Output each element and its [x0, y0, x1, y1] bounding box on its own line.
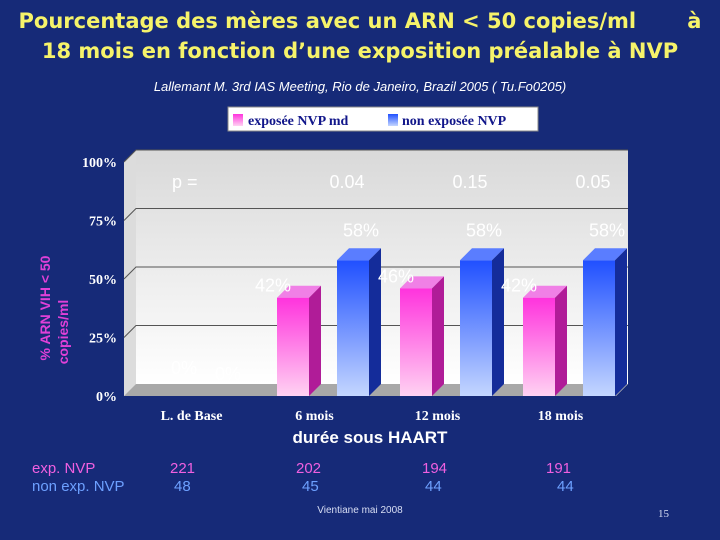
bar-side	[432, 276, 444, 396]
bar	[460, 248, 504, 396]
x-tick-label: 12 mois	[415, 409, 461, 424]
bar-front	[277, 297, 309, 396]
bar-top	[337, 248, 381, 261]
nonexp-nvp-label: non exp. NVP	[32, 478, 125, 495]
p-label: p =	[172, 172, 198, 192]
bar-front	[400, 288, 432, 396]
x-tick-label: 6 mois	[295, 409, 334, 424]
y-tick-label: 0%	[96, 390, 117, 405]
bar-front	[583, 260, 615, 396]
plot-area	[123, 149, 628, 396]
y-axis-ticks: 0% 25% 50% 75% 100%	[82, 156, 117, 405]
y-tick-label: 50%	[89, 273, 117, 288]
legend-swatch-exposed	[233, 114, 243, 126]
slide-title: Pourcentage des mères avec un ARN < 50 c…	[10, 6, 710, 66]
bar-value-label: 58%	[343, 220, 379, 240]
bar-side	[492, 248, 504, 396]
gridline	[123, 208, 628, 221]
bar-side	[615, 248, 627, 396]
bar-top	[400, 276, 444, 289]
count-exp-12m: 194	[422, 460, 448, 477]
legend: exposée NVP md non exposée NVP	[227, 106, 539, 132]
gridline	[123, 149, 628, 163]
x-axis-label: durée sous HAART	[293, 428, 449, 447]
bar-value-label: 58%	[589, 220, 625, 240]
bar-top	[460, 248, 504, 261]
count-nonexp-base: 48	[174, 478, 191, 495]
p-values: p = 0.04 0.15 0.05	[172, 172, 611, 192]
bars	[277, 248, 627, 396]
footer-text: Vientiane mai 2008	[317, 505, 403, 516]
legend-swatch-nonexposed	[388, 114, 398, 126]
bar-front	[460, 260, 492, 396]
bar-front	[523, 297, 555, 396]
bar-side	[555, 285, 567, 396]
bar-top	[583, 248, 627, 261]
bar	[337, 248, 381, 396]
title-line-1: Pourcentage des mères avec un ARN < 50 c…	[18, 9, 702, 33]
exp-nvp-label: exp. NVP	[32, 460, 96, 477]
bar-value-label: 58%	[466, 220, 502, 240]
page-number: 15	[658, 508, 669, 520]
plot-floor	[124, 384, 628, 396]
bar-value-label: 0%	[215, 364, 241, 384]
y-tick-label: 75%	[89, 215, 117, 230]
p-value: 0.05	[575, 172, 610, 192]
y-tick-label: 100%	[82, 156, 117, 171]
bar	[583, 248, 627, 396]
bar-top	[523, 285, 567, 298]
x-tick-label: L. de Base	[161, 409, 223, 424]
count-nonexp-12m: 44	[425, 478, 442, 495]
bar-value-label: 42%	[501, 276, 537, 296]
legend-box	[227, 106, 539, 132]
legend-label-nonexposed: non exposée NVP	[402, 114, 507, 129]
bar-labels: 0% 42% 46% 42% 0% 58% 58% 58%	[171, 220, 625, 384]
citation: Lallemant M. 3rd IAS Meeting, Rio de Jan…	[153, 79, 567, 94]
bar	[277, 285, 321, 396]
y-axis-label-line-1: % ARN VIH < 50	[37, 255, 53, 360]
x-tick-label: 18 mois	[538, 409, 584, 424]
count-exp-18m: 191	[546, 460, 572, 477]
bar-value-label: 46%	[378, 266, 414, 286]
p-value: 0.04	[329, 172, 364, 192]
legend-label-exposed: exposée NVP md	[248, 114, 349, 129]
x-axis-ticks: L. de Base 6 mois 12 mois 18 mois	[161, 409, 584, 424]
count-nonexp-18m: 44	[557, 478, 574, 495]
bar-side	[309, 285, 321, 396]
count-nonexp-6m: 45	[302, 478, 319, 495]
count-exp-base: 221	[170, 460, 196, 477]
p-value: 0.15	[452, 172, 487, 192]
title-line-2: 18 mois en fonction d’une exposition pré…	[41, 39, 679, 63]
bar-value-label: 0%	[171, 358, 197, 378]
y-axis-label-line-2: copies/ml	[55, 300, 71, 365]
bar-top	[277, 285, 321, 298]
bar-front	[337, 260, 369, 396]
count-exp-6m: 202	[296, 460, 322, 477]
bar-value-label: 42%	[255, 276, 291, 296]
bar	[400, 276, 444, 396]
y-tick-label: 25%	[89, 332, 117, 347]
bar	[523, 285, 567, 396]
bar-side	[369, 248, 381, 396]
